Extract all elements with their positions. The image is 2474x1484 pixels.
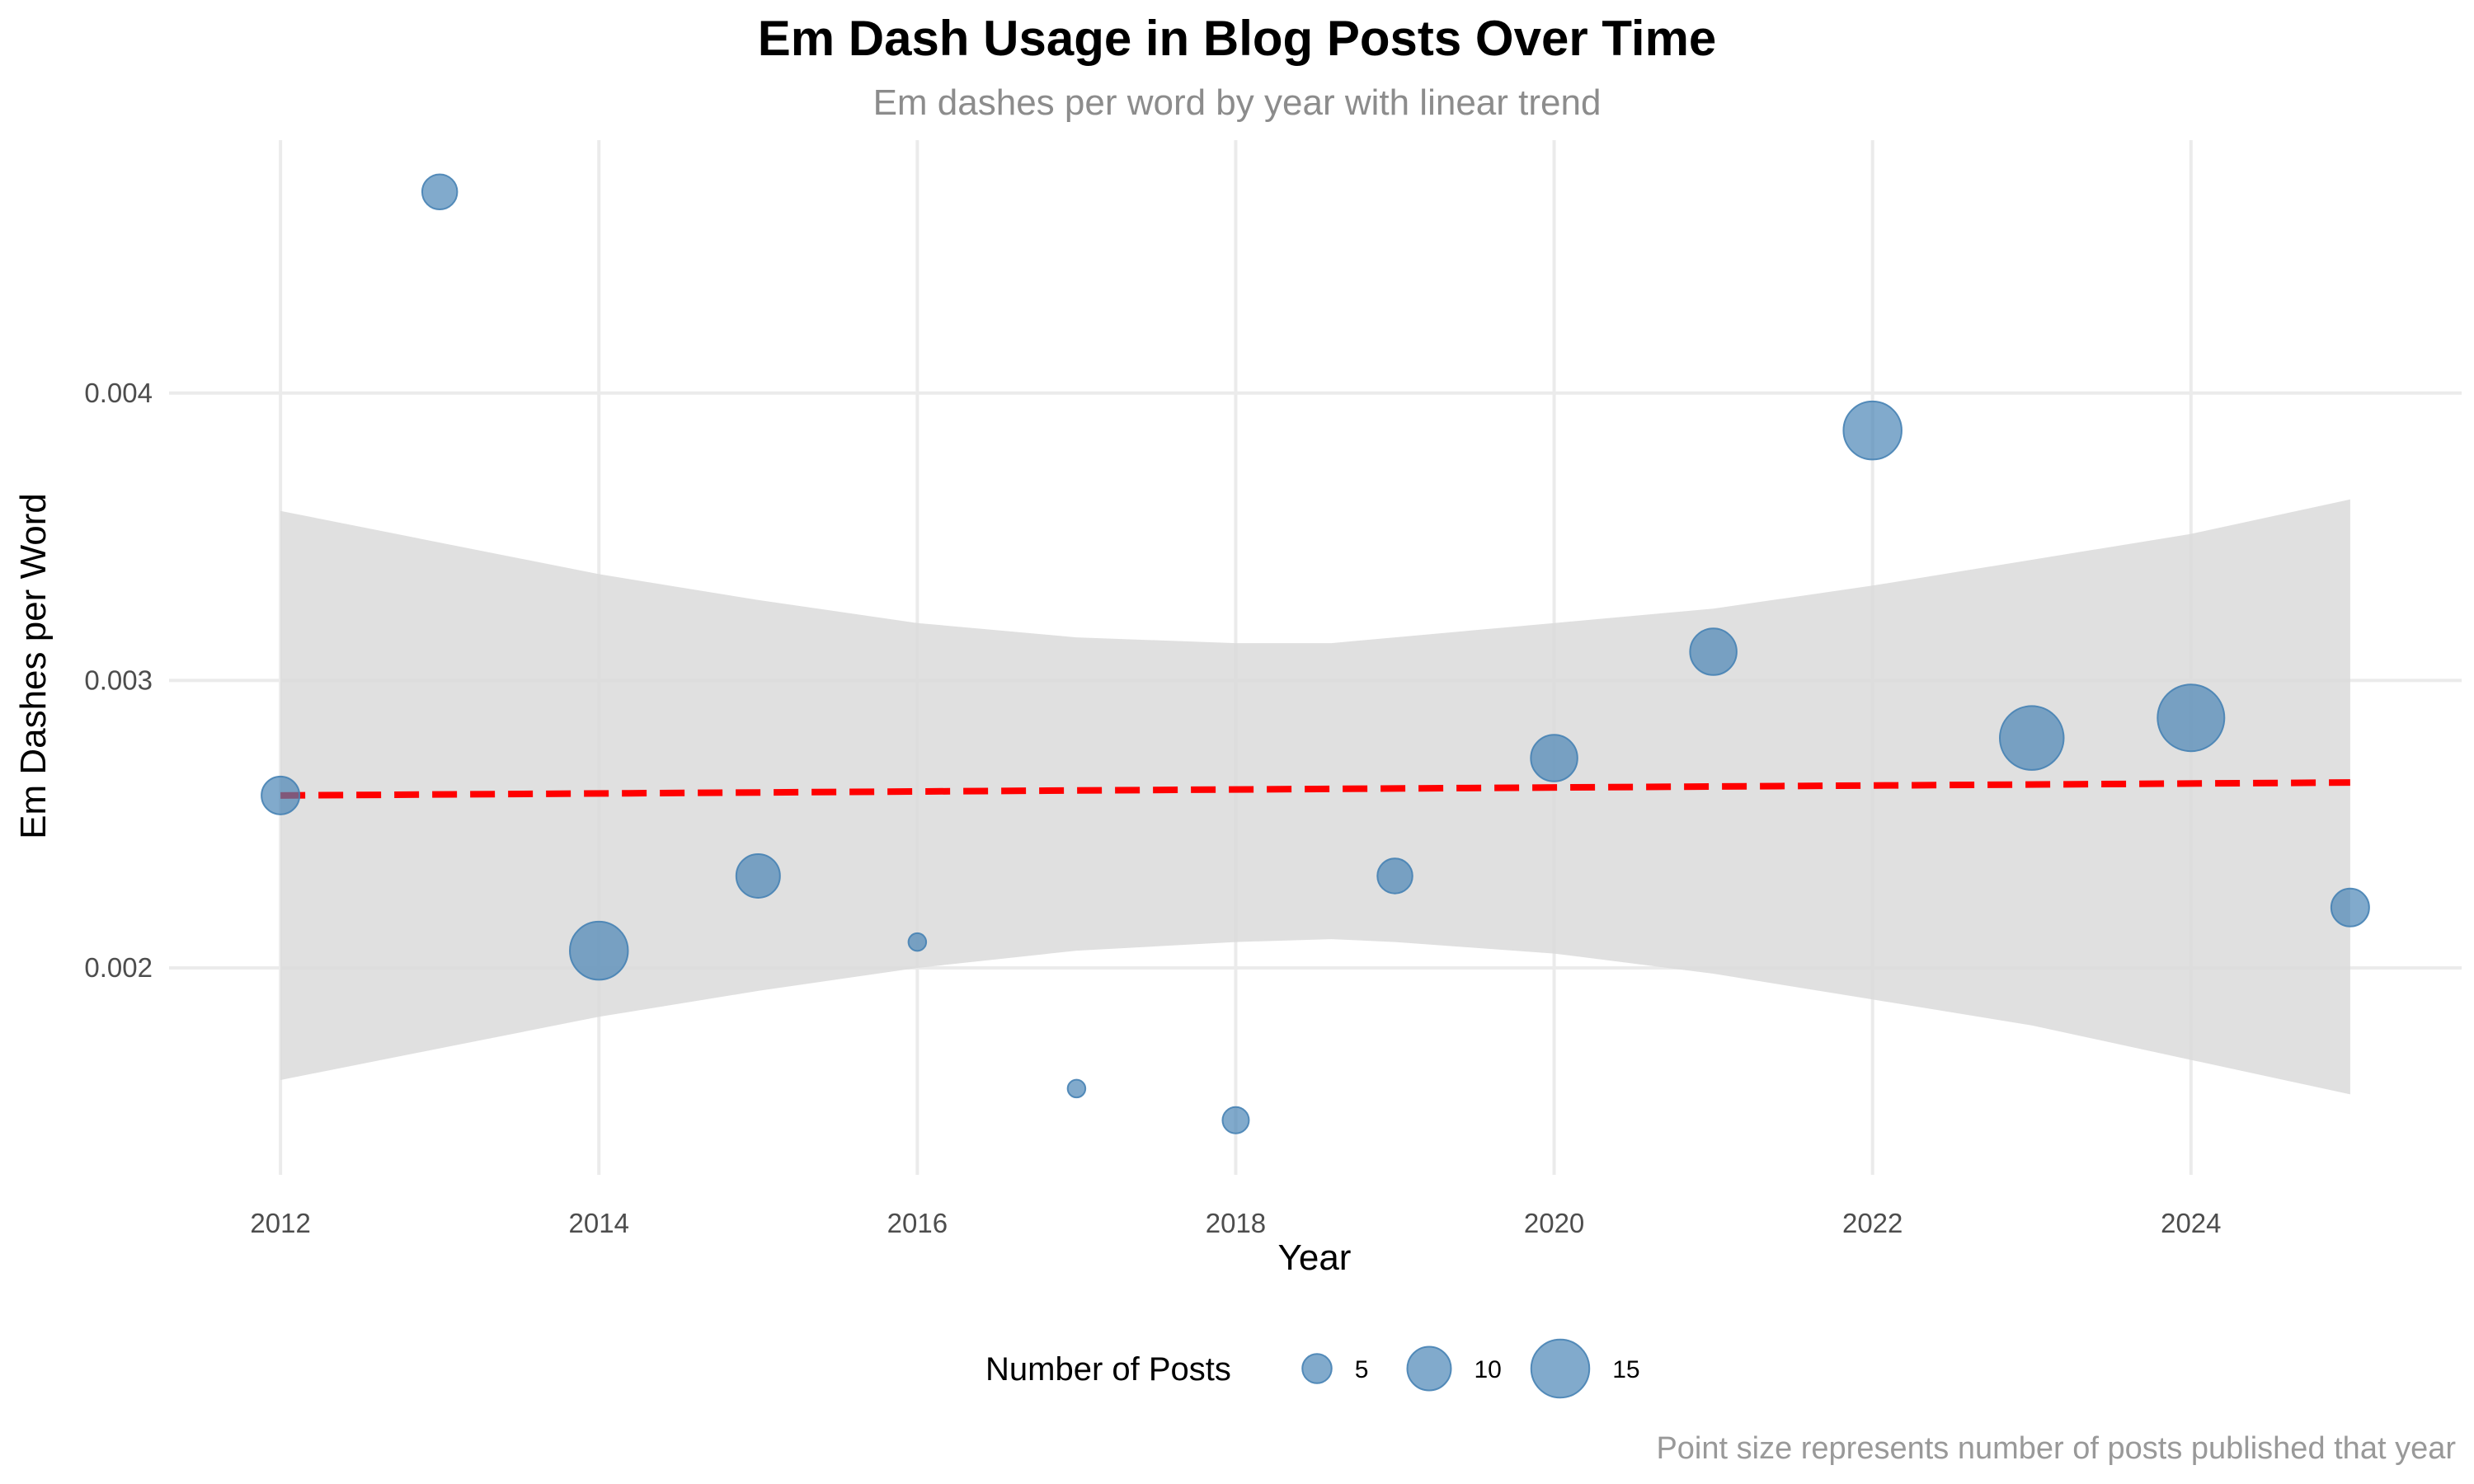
x-tick-label: 2012 [250, 1208, 310, 1238]
legend-key [1406, 1345, 1452, 1392]
y-tick-label: 0.003 [84, 665, 153, 695]
confidence-band-group [280, 499, 2350, 1095]
legend-label: 15 [1612, 1356, 1639, 1383]
y-tick-label: 0.002 [84, 952, 153, 983]
data-point [907, 932, 928, 952]
y-tick-labels: 0.002 0.003 0.004 [84, 378, 153, 983]
data-point [2330, 887, 2370, 928]
chart-title: Em Dash Usage in Blog Posts Over Time [757, 11, 1717, 66]
data-point [1842, 400, 1903, 461]
data-point [1689, 627, 1738, 676]
x-tick-label: 2024 [2161, 1208, 2221, 1238]
legend-key [1530, 1338, 1591, 1399]
y-axis-title: Em Dashes per Word [13, 493, 54, 839]
data-point [1221, 1106, 1250, 1134]
data-point [2157, 683, 2226, 753]
data-point [1999, 705, 2065, 771]
legend-label: 5 [1355, 1356, 1369, 1383]
confidence-band [280, 499, 2350, 1095]
x-tick-labels: 2012 2014 2016 2018 2020 2022 2024 [250, 1208, 2221, 1238]
x-tick-label: 2014 [569, 1208, 629, 1238]
data-point [735, 852, 781, 899]
x-axis-title: Year [1278, 1237, 1352, 1278]
chart-subtitle: Em dashes per word by year with linear t… [872, 82, 1602, 123]
x-tick-label: 2018 [1206, 1208, 1266, 1238]
legend-key [1301, 1353, 1333, 1384]
size-legend: Number of Posts 5 10 15 [985, 1338, 1640, 1399]
x-tick-label: 2016 [887, 1208, 948, 1238]
x-tick-label: 2020 [1524, 1208, 1584, 1238]
chart-caption: Point size represents number of posts pu… [1656, 1431, 2456, 1466]
data-point [421, 173, 459, 210]
trend-line-group [280, 779, 2350, 799]
y-tick-label: 0.004 [84, 378, 153, 408]
data-point [1530, 734, 1578, 782]
legend-title: Number of Posts [985, 1351, 1231, 1388]
data-point [1376, 857, 1413, 895]
x-tick-label: 2022 [1842, 1208, 1903, 1238]
points-group [261, 173, 2370, 1134]
data-point [261, 775, 301, 815]
legend-label: 10 [1475, 1356, 1502, 1383]
data-point [1066, 1078, 1087, 1099]
data-point [569, 920, 629, 981]
trend-line [280, 779, 2350, 799]
